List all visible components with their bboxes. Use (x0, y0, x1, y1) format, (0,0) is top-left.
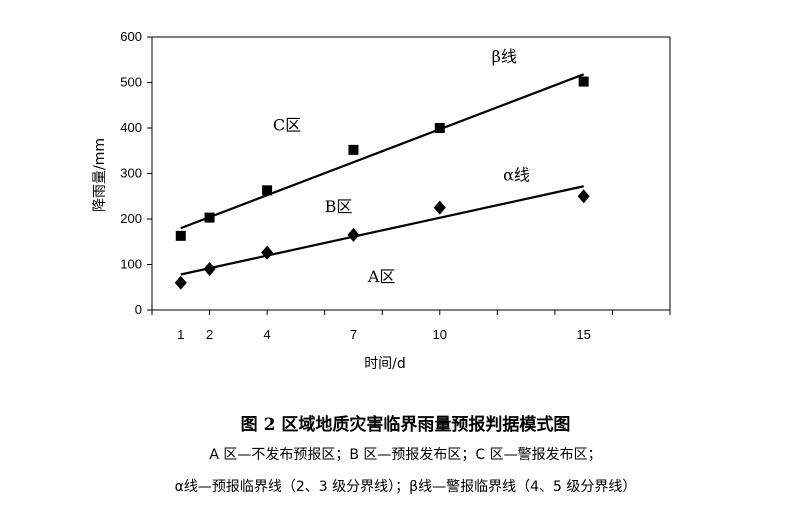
square-point (578, 76, 589, 87)
x-axis-ticks: 1 2 4 7 10 15 (151, 310, 671, 342)
x-tick-label: 2 (206, 327, 213, 342)
diamond-point (347, 227, 360, 242)
y-axis-label: 降雨量/mm (92, 138, 108, 212)
alpha-line-label: α线 (503, 165, 530, 184)
square-point (348, 144, 359, 155)
square-point (262, 185, 273, 196)
y-tick-label: 400 (120, 120, 142, 135)
y-tick-label: 200 (120, 211, 142, 226)
diamond-point (203, 262, 216, 277)
trend-lines (180, 73, 585, 276)
figure-note-lines: α线—预报临界线（2、3 级分界线）；β线—警报临界线（4、5 级分界线） (174, 479, 637, 495)
y-tick-label: 0 (135, 302, 142, 317)
x-tick-label: 7 (350, 327, 357, 342)
zone-b-label: B区 (325, 197, 353, 216)
x-tick-label: 15 (576, 327, 590, 342)
plot-area (151, 36, 671, 311)
figure-note-zones: A 区—不发布预报区；B 区—预报发布区；C 区—警报发布区； (209, 447, 602, 463)
diamond-point (174, 275, 187, 290)
x-tick-label: 1 (177, 327, 184, 342)
x-tick-label: 10 (433, 327, 447, 342)
x-tick-label: 4 (263, 327, 270, 342)
x-axis-label: 时间/d (364, 356, 406, 372)
square-point (434, 123, 445, 133)
y-tick-label: 300 (120, 166, 142, 181)
diamond-point (433, 200, 446, 215)
beta-line (180, 73, 585, 230)
annotations: β线 α线 C区 B区 A区 (273, 47, 530, 286)
data-points (174, 76, 590, 290)
diamond-point (261, 245, 274, 260)
y-axis-ticks: 0 100 200 300 400 500 600 (120, 29, 152, 317)
diamond-point (577, 189, 590, 204)
square-point (175, 230, 186, 241)
y-tick-label: 600 (120, 29, 142, 44)
figure-title: 图 2 区域地质灾害临界雨量预报判据模式图 (240, 415, 571, 435)
square-point (204, 212, 215, 223)
y-tick-label: 500 (120, 75, 142, 90)
zone-c-label: C区 (273, 115, 301, 134)
beta-line-label: β线 (492, 47, 517, 66)
zone-a-label: A区 (367, 267, 396, 286)
alpha-line (180, 185, 584, 276)
y-tick-label: 100 (120, 257, 142, 272)
